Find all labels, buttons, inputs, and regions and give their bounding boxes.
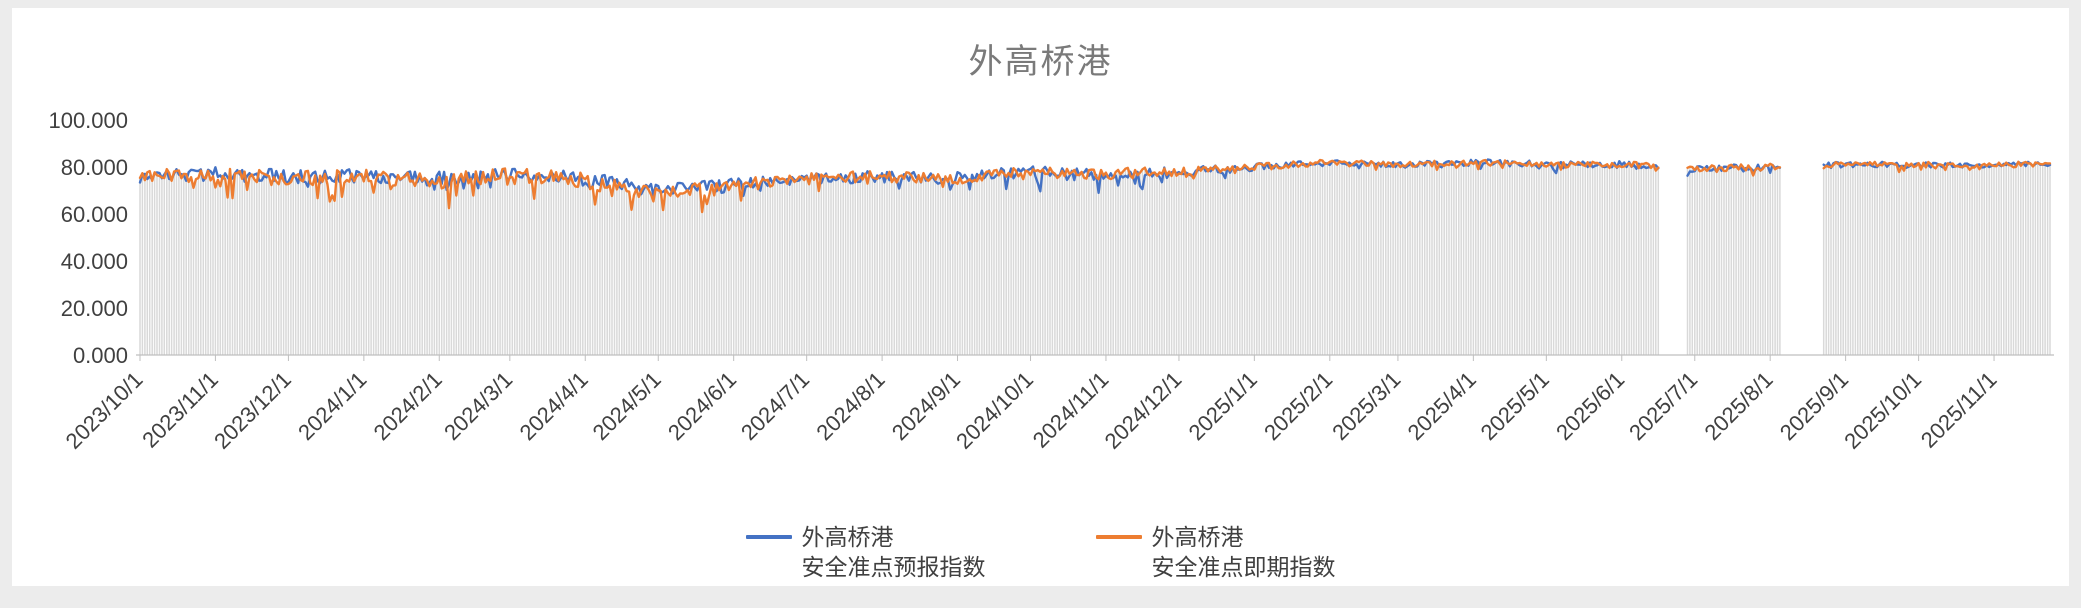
x-axis-tick-label: 2024/1/1 (293, 367, 371, 445)
x-axis-tick-label: 2024/5/1 (588, 367, 666, 445)
legend-label-forecast-line1: 外高桥港 (801, 524, 894, 550)
x-axis-tick-label: 2025/2/1 (1259, 367, 1337, 445)
x-axis: 2023/10/12023/11/12023/12/12024/1/12024/… (61, 354, 2054, 454)
x-axis-tick-label: 2023/12/1 (209, 367, 296, 454)
legend-label-spot-line2: 安全准点即期指数 (1151, 554, 1336, 580)
x-axis-tick-label: 2025/6/1 (1551, 367, 1629, 445)
x-axis-tick-label: 2025/1/1 (1184, 367, 1262, 445)
legend-line-swatch-forecast (745, 535, 792, 539)
x-axis-tick-label: 2025/3/1 (1327, 367, 1405, 445)
x-axis-tick-label: 2024/3/1 (439, 367, 517, 445)
x-axis-tick-label: 2024/12/1 (1100, 367, 1187, 454)
x-axis-tick-label: 2023/11/1 (137, 367, 223, 453)
x-axis-tick-label: 2024/2/1 (369, 367, 447, 445)
chart-card: 外高桥港 2023/10/1 2023/11/1 2023/12/1 2024/1/1… (12, 8, 2069, 586)
y-axis-tick-label: 0.000 (73, 343, 128, 368)
x-axis-tick-label: 2023/10/1 (61, 367, 148, 454)
plot-area: 2023/10/12023/11/12023/12/12024/1/12024/… (48, 108, 2054, 454)
x-axis-tick-label: 2024/4/1 (515, 367, 593, 445)
x-axis-tick-label: 2024/10/1 (951, 367, 1038, 454)
legend-label-spot-line1: 外高桥港 (1151, 524, 1244, 550)
y-axis-tick-label: 100.000 (48, 108, 128, 133)
legend-label-spot: 外高桥港 安全准点即期指数 (1152, 522, 1336, 582)
x-axis-tick-label: 2025/8/1 (1699, 367, 1777, 445)
x-axis-tick-label: 2025/5/1 (1476, 367, 1554, 445)
y-axis-tick-label: 40.000 (61, 249, 128, 274)
background-daily-bars (139, 161, 2051, 355)
legend-label-forecast-line2: 安全准点预报指数 (801, 554, 986, 580)
y-axis-tick-label: 20.000 (61, 296, 128, 321)
x-axis-tick-label: 2025/11/1 (1916, 367, 2002, 453)
x-axis-tick-label: 2025/4/1 (1403, 367, 1481, 445)
chart-title: 外高桥港 (968, 43, 1113, 81)
x-axis-tick-label: 2024/6/1 (663, 367, 741, 445)
series-line-spot-index (138, 158, 2052, 214)
y-axis: 0.000 20.000 40.000 60.000 80.000 100.000 (48, 108, 128, 368)
y-axis-tick-label: 80.000 (61, 155, 128, 180)
x-axis-tick-label: 2025/10/1 (1839, 367, 1926, 454)
legend-line-swatch-spot (1095, 535, 1142, 539)
x-axis-tick-label: 2025/7/1 (1624, 367, 1702, 445)
legend-item-spot-index: 外高桥港 安全准点即期指数 (1095, 522, 1336, 582)
x-axis-tick-label: 2024/8/1 (811, 367, 889, 445)
x-axis-tick-label: 2024/7/1 (736, 367, 814, 445)
x-axis-tick-label: 2024/11/1 (1028, 367, 1114, 453)
legend-item-forecast-index: 外高桥港 安全准点预报指数 (745, 522, 986, 582)
y-axis-tick-label: 60.000 (61, 202, 128, 227)
legend: 外高桥港 安全准点预报指数 外高桥港 安全准点即期指数 (12, 522, 2069, 582)
legend-label-forecast: 外高桥港 安全准点预报指数 (802, 522, 986, 582)
